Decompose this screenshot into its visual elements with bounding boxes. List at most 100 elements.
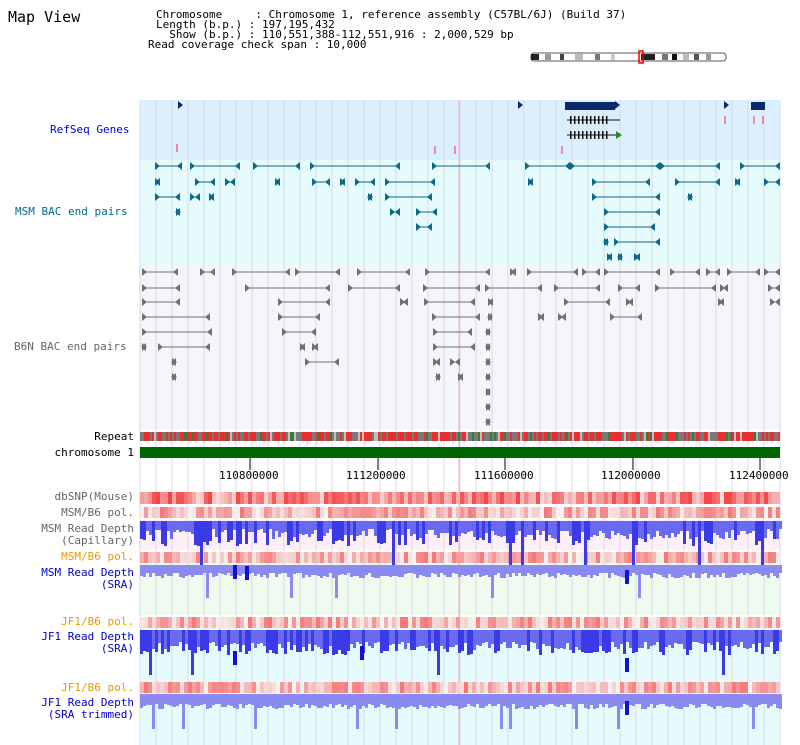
depth-bar xyxy=(395,630,398,651)
depth-bar xyxy=(209,565,212,573)
repeat-segment xyxy=(180,432,182,441)
heat-cell xyxy=(692,492,696,504)
heat-cell xyxy=(688,682,692,693)
track-label-jf1-depth-trimmed[interactable]: JF1 Read Depth (SRA trimmed) xyxy=(0,697,134,721)
bac-end xyxy=(764,178,769,186)
repeat-segment xyxy=(520,432,522,441)
heat-cell xyxy=(360,492,364,504)
track-label-jf1-depth-sra[interactable]: JF1 Read Depth (SRA) xyxy=(0,631,134,655)
depth-bar xyxy=(386,521,389,530)
heat-cell xyxy=(236,492,240,504)
heat-cell xyxy=(320,682,324,693)
track-label-msm-depth-capillary[interactable]: MSM Read Depth (Capillary) xyxy=(0,523,134,547)
heat-cell xyxy=(652,552,656,563)
depth-bar xyxy=(443,694,446,708)
heat-cell xyxy=(304,617,308,628)
heat-cell xyxy=(552,507,556,518)
depth-bar xyxy=(464,565,467,576)
depth-bar xyxy=(758,694,761,705)
track-label-jf1-pol-2[interactable]: JF1/B6 pol. xyxy=(61,681,134,694)
heat-cell xyxy=(524,492,528,504)
depth-bar xyxy=(488,521,491,543)
bac-end xyxy=(607,253,612,261)
depth-bar xyxy=(743,521,746,531)
bac-end xyxy=(325,298,330,306)
depth-bar xyxy=(266,694,269,707)
heat-cell xyxy=(692,507,696,518)
heat-cell xyxy=(548,552,552,563)
heat-cell xyxy=(400,552,404,563)
heat-cell xyxy=(144,617,148,628)
depth-bar xyxy=(491,630,494,644)
depth-bar xyxy=(296,565,299,573)
heat-cell xyxy=(772,507,776,518)
ideogram-band xyxy=(641,54,655,60)
depth-bar xyxy=(533,521,536,540)
repeat-segment xyxy=(192,432,194,441)
track-label-msm-depth-sra[interactable]: MSM Read Depth (SRA) xyxy=(0,567,134,591)
heat-cell xyxy=(168,552,172,563)
repeat-segment xyxy=(404,432,406,441)
repeat-segment xyxy=(444,432,446,441)
depth-bar xyxy=(506,630,509,648)
heat-cell xyxy=(696,682,700,693)
heat-cell xyxy=(312,552,316,563)
heat-cell xyxy=(548,507,552,518)
depth-bar xyxy=(332,521,335,544)
track-label-msm-pol-2[interactable]: MSM/B6 pol. xyxy=(61,550,134,563)
depth-bar xyxy=(389,630,392,645)
depth-bar xyxy=(650,694,653,704)
heat-cell xyxy=(752,552,756,563)
bac-end xyxy=(205,313,210,321)
depth-bar xyxy=(674,630,677,643)
depth-bar xyxy=(374,521,377,536)
depth-bar xyxy=(497,630,500,651)
repeat-segment xyxy=(522,432,524,441)
depth-bar xyxy=(335,565,338,598)
depth-bar xyxy=(188,630,191,650)
heat-cell xyxy=(444,552,448,563)
heat-cell xyxy=(468,682,472,693)
heat-cell xyxy=(580,552,584,563)
heat-cell xyxy=(444,617,448,628)
bac-end xyxy=(755,268,760,276)
heat-cell xyxy=(508,682,512,693)
track-label-b6n-bac[interactable]: B6N BAC end pairs xyxy=(14,340,127,353)
depth-bar xyxy=(197,521,200,546)
depth-bar xyxy=(335,630,338,654)
repeat-segment xyxy=(634,432,636,441)
heat-cell xyxy=(704,617,708,628)
heat-cell xyxy=(312,617,316,628)
track-label-repeat[interactable]: Repeat xyxy=(94,430,134,443)
heat-cell xyxy=(368,492,372,504)
depth-bar xyxy=(731,565,734,577)
repeat-segment xyxy=(374,432,376,441)
heat-cell xyxy=(144,552,148,563)
depth-bar xyxy=(590,694,593,705)
heat-cell xyxy=(324,492,328,504)
depth-bar xyxy=(380,521,383,544)
depth-bar xyxy=(752,565,755,574)
depth-bar xyxy=(323,630,326,654)
bac-end xyxy=(205,343,210,351)
heat-cell xyxy=(172,507,176,518)
track-label-msm-bac[interactable]: MSM BAC end pairs xyxy=(15,205,128,218)
heat-cell xyxy=(656,617,660,628)
heat-cell xyxy=(604,492,608,504)
heat-cell xyxy=(320,617,324,628)
heat-cell xyxy=(356,492,360,504)
heat-cell xyxy=(432,492,436,504)
track-label-chromosome[interactable]: chromosome 1 xyxy=(54,446,134,459)
track-label-jf1-pol-1[interactable]: JF1/B6 pol. xyxy=(61,615,134,628)
depth-bar xyxy=(329,630,332,646)
heat-cell xyxy=(752,492,756,504)
track-label-dbsnp[interactable]: dbSNP(Mouse) xyxy=(54,490,134,503)
repeat-segment xyxy=(148,432,150,441)
track-label-refseq[interactable]: RefSeq Genes xyxy=(50,123,130,136)
heat-cell xyxy=(252,552,256,563)
depth-bar xyxy=(359,565,362,578)
depth-bar xyxy=(173,630,176,646)
heat-cell xyxy=(264,507,268,518)
track-label-msm-pol-1[interactable]: MSM/B6 pol. xyxy=(61,506,134,519)
